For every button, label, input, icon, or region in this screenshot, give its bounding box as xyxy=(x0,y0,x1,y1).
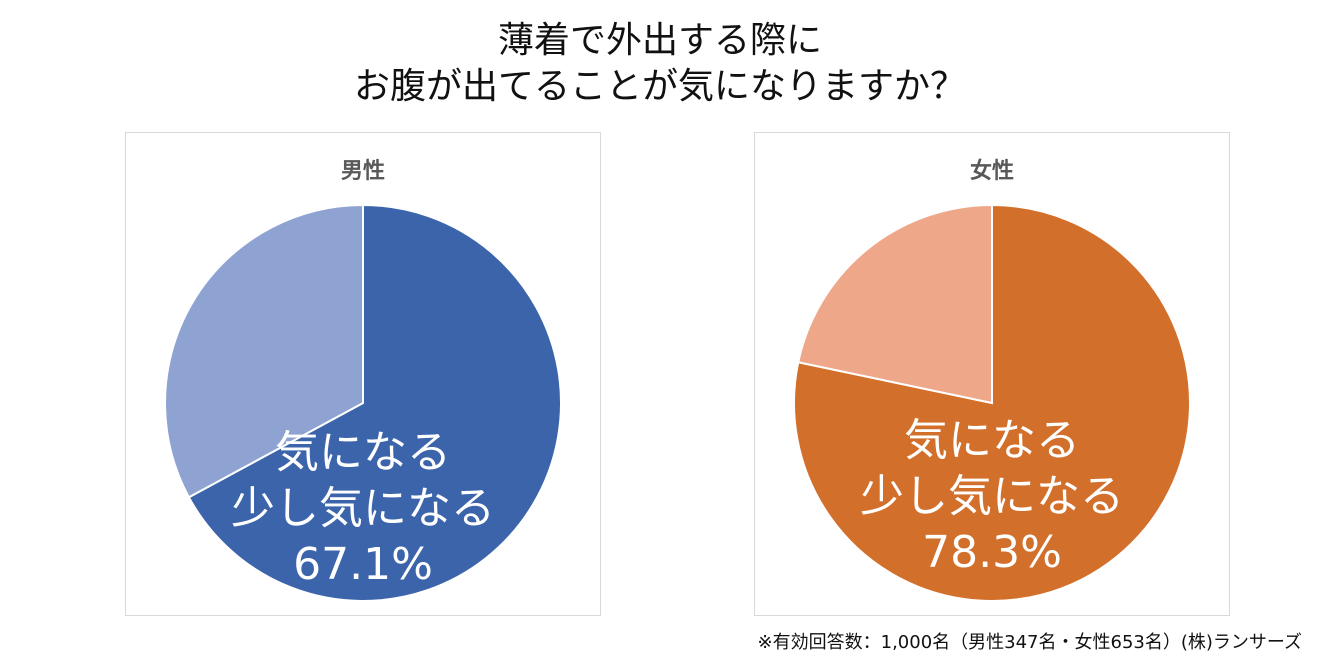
male-pie-chart xyxy=(164,203,562,602)
chart-title-line-2: お腹が出てることが気になりますか？ xyxy=(353,66,966,107)
male-chart-title: 男性 xyxy=(340,159,385,184)
female-annotation-value: 78.3% xyxy=(922,527,1062,578)
male-annotation-value: 67.1% xyxy=(293,539,433,590)
pie-0-slice-1 xyxy=(164,203,364,499)
female-chart-panel: 女性 気になる 少し気になる 78.3% xyxy=(754,132,1230,616)
footnote: ※有効回答数：1,000名（男性347名・女性653名）(株)ランサーズ xyxy=(757,632,1302,653)
male-annotation-line-2: 少し気になる xyxy=(231,483,495,534)
male-chart-panel: 男性 気になる 少し気になる 67.1% xyxy=(125,132,601,616)
female-pie-annotation: 気になる 少し気になる 78.3% xyxy=(755,413,1229,581)
male-annotation-line-1: 気になる xyxy=(275,427,451,478)
female-pie-chart xyxy=(793,203,1191,602)
female-annotation-line-1: 気になる xyxy=(904,415,1080,466)
female-chart-title: 女性 xyxy=(969,159,1014,184)
pie-1-slice-1 xyxy=(797,203,993,405)
female-annotation-line-2: 少し気になる xyxy=(860,471,1124,522)
male-pie-annotation: 気になる 少し気になる 67.1% xyxy=(126,425,600,593)
pie-0-slice-0 xyxy=(187,203,562,602)
chart-title: 薄着で外出する際に お腹が出てることが気になりますか？ xyxy=(0,18,1320,110)
chart-title-line-1: 薄着で外出する際に xyxy=(497,20,822,61)
